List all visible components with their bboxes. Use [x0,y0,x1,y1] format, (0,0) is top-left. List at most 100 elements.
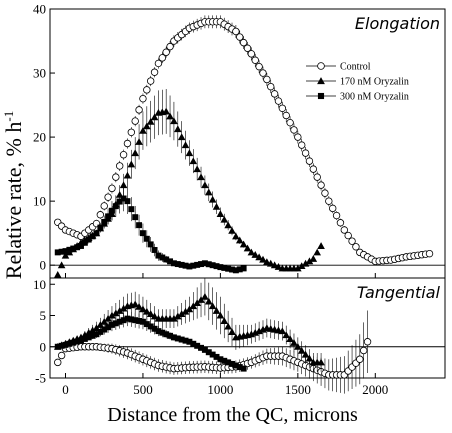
data-point [54,343,61,350]
data-point [62,248,69,255]
data-point [120,317,127,324]
elongation-markers-170-nm-oryzalin [53,107,325,278]
data-point [167,332,174,339]
data-point [139,305,147,313]
data-point [112,173,120,181]
data-point [181,307,190,315]
data-point [131,117,139,125]
data-point [193,165,201,173]
data-point [119,151,128,159]
data-point [325,197,333,205]
data-point [217,356,224,363]
data-point [163,256,170,263]
data-point [305,354,314,362]
data-point [224,322,232,330]
data-point [100,317,109,325]
data-point [101,326,108,333]
data-point [229,360,235,367]
data-point [259,255,267,263]
data-point [150,68,159,76]
data-point [58,248,65,255]
elongation-markers-control [54,18,434,266]
data-point [173,125,182,133]
data-point [186,338,193,345]
data-point [173,312,182,320]
data-point [182,337,189,344]
data-point [290,339,298,346]
data-point [363,338,372,346]
data-point [136,222,143,229]
data-point [212,307,221,314]
data-point [123,139,132,148]
data-point [425,249,434,258]
data-point [66,246,73,253]
data-point [232,27,240,36]
data-point [143,321,150,328]
data-point [294,264,302,272]
data-point [170,260,177,267]
data-point [259,69,267,77]
data-point [232,362,239,369]
data-point [178,336,185,343]
data-point [135,302,143,310]
data-point [282,331,291,339]
data-point [135,138,143,145]
data-point [120,195,127,202]
data-point [313,173,321,181]
data-point [155,252,162,259]
tangential-markers-300-nm-oryzalin [54,315,247,372]
plot-border [49,8,446,379]
data-point [57,351,66,360]
data-point [154,59,163,68]
data-point [58,342,65,349]
data-point [208,195,217,203]
tangential-markers-control [54,338,372,379]
data-point [81,335,88,342]
data-point [112,320,119,327]
data-point [205,261,212,268]
data-point [104,314,112,322]
data-point [336,219,345,227]
tangential-panel-title: Tangential [357,283,441,302]
data-point [194,342,201,349]
data-point [228,328,236,335]
data-point [220,215,229,223]
tangential-y-tick-label: 0 [40,339,47,354]
data-point [78,337,84,344]
data-point [108,311,116,319]
data-point [119,304,128,312]
data-point [229,266,235,273]
data-point [209,262,216,269]
elongation-series-control [54,15,434,266]
data-point [282,111,290,120]
data-point [151,247,158,253]
data-point [89,332,96,339]
data-point [174,335,181,342]
data-point [221,357,228,364]
data-point [251,250,260,258]
legend: Control 170 nM Oryzalin 300 nM Oryzalin [306,62,409,103]
data-point [255,62,263,71]
elongation-markers-300-nm-oryzalin [54,195,247,274]
x-tick-label: 2000 [362,382,388,397]
data-point [198,261,204,268]
data-point [89,233,96,240]
data-point [135,106,143,114]
data-point [151,325,158,332]
data-point [298,141,306,149]
y-axis-label-text: Relative rate, % h [1,122,26,280]
data-point [85,236,92,243]
data-point [301,259,310,267]
data-point [201,346,208,353]
plot-frame: 0 500 1000 1500 2000 [49,8,446,397]
y-axis-label-unit-exponent: -1 [1,111,16,122]
y-axis-label: Relative rate, % h-1 [1,111,26,279]
legend-label: Control [340,62,371,73]
data-point [224,221,232,229]
legend-marker [317,62,325,70]
data-point [127,128,136,136]
data-point [240,265,247,272]
data-point [340,226,349,234]
x-axis-label: Distance from the QC, microns [107,404,358,426]
data-point [247,248,256,256]
